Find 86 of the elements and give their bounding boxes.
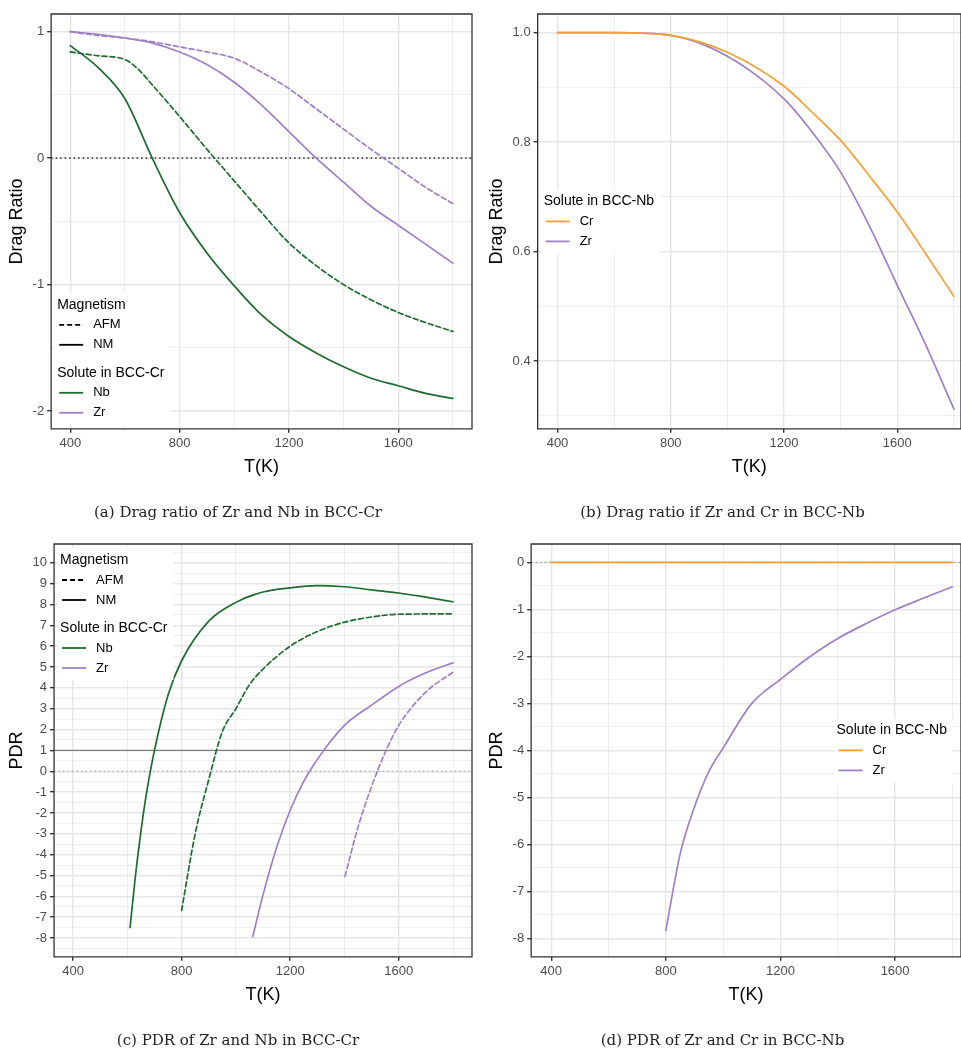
y-tick-label: 0.6 [512, 243, 531, 259]
line-series [180, 612, 454, 912]
x-tick-label: 400 [540, 963, 563, 979]
y-tick-label: 9 [39, 575, 48, 591]
y-tick-label: -6 [512, 836, 525, 852]
x-tick-label: 1600 [882, 435, 912, 451]
legend-label: Nb [93, 384, 110, 400]
y-tick-label: 10 [32, 554, 48, 570]
y-tick-label: -2 [512, 647, 525, 663]
line-series [664, 585, 954, 932]
legend-label: Zr [93, 404, 107, 420]
y-tick-label: 8 [39, 596, 48, 612]
x-axis-title: T(K) [244, 456, 280, 477]
y-tick-label: -3 [35, 825, 48, 841]
x-tick-label: 1200 [274, 435, 304, 451]
legend-title: Solute in BCC-Cr [57, 363, 165, 380]
y-tick-label: 2 [39, 721, 48, 737]
y-tick-label: 0 [36, 149, 45, 165]
y-tick-label: 1 [39, 741, 48, 757]
legend-label: Cr [872, 741, 887, 757]
x-tick-label: 400 [62, 963, 84, 979]
annotation: NM [93, 336, 114, 352]
y-tick-label: -1 [512, 600, 525, 616]
x-tick-label: 800 [168, 435, 191, 451]
y-tick-label: -5 [512, 788, 525, 804]
y-axis-title: Drag Ratio [5, 178, 26, 265]
annotation: NM [96, 591, 117, 607]
y-tick-label: -2 [35, 804, 48, 820]
y-tick-label: -2 [32, 402, 45, 418]
text: (c) PDR of Zr and Nb in BCC-Cr [116, 1030, 361, 1049]
x-axis-title: T(K) [728, 984, 764, 1005]
y-tick-label: -6 [35, 887, 48, 903]
y-tick-label: 7 [39, 616, 48, 632]
x-axis-title: T(K) [245, 984, 281, 1005]
legend-label: Zr [579, 232, 593, 248]
legend-label: Cr [579, 212, 595, 228]
y-tick-label: 6 [39, 637, 48, 653]
text: (d) PDR of Zr and Cr in BCC-Nb [600, 1030, 845, 1049]
x-tick-label: 1600 [383, 435, 413, 451]
y-axis-title: Drag Ratio [485, 178, 506, 265]
text: (b) Drag ratio if Zr and Cr in BCC-Nb [580, 502, 865, 521]
x-tick-label: 800 [654, 963, 677, 979]
legend-label: Zr [96, 659, 109, 675]
y-tick-label: -3 [512, 694, 525, 710]
x-tick-label: 800 [170, 963, 193, 979]
y-tick-label: -4 [35, 846, 48, 862]
text: (a) Drag ratio of Zr and Nb in BCC-Cr [93, 502, 383, 521]
legend-title: Solute in BCC-Nb [836, 721, 948, 738]
y-tick-label: 5 [39, 658, 48, 674]
y-tick-label: 3 [39, 700, 48, 716]
y-tick-label: -7 [35, 908, 48, 924]
y-tick-label: 0 [516, 553, 525, 569]
y-tick-label: -8 [512, 930, 525, 946]
x-tick-label: 400 [546, 435, 569, 451]
y-tick-label: -8 [35, 929, 48, 945]
y-tick-label: 1 [36, 23, 45, 39]
y-tick-label: 4 [39, 679, 48, 695]
x-axis-title: T(K) [731, 456, 767, 477]
annotation: AFM [96, 571, 124, 587]
legend-title: Solute in BCC-Cr [60, 618, 168, 635]
x-tick-label: 1200 [769, 435, 799, 451]
y-axis-title: PDR [485, 731, 506, 770]
y-tick-label: -7 [512, 883, 525, 899]
x-tick-label: 1200 [766, 963, 795, 979]
line-series [344, 671, 454, 878]
x-tick-label: 1600 [880, 963, 910, 979]
y-tick-label: -1 [35, 783, 48, 799]
legend-label: Nb [96, 639, 113, 655]
x-tick-label: 1200 [275, 963, 305, 979]
y-tick-label: 0.4 [512, 352, 531, 368]
y-axis-title: PDR [5, 731, 26, 770]
y-tick-label: 0 [39, 762, 48, 778]
legend-title: Solute in BCC-Nb [543, 192, 655, 209]
x-tick-label: 800 [659, 435, 682, 451]
annotation: Magnetism [57, 295, 126, 312]
legend-label: Zr [872, 761, 886, 777]
x-tick-label: 1600 [384, 963, 414, 979]
y-tick-label: -5 [35, 867, 48, 883]
y-tick-label: 0.8 [512, 133, 531, 149]
annotation: Magnetism [60, 550, 129, 567]
y-tick-label: -4 [512, 741, 525, 757]
y-tick-label: 1.0 [512, 24, 531, 40]
x-tick-label: 400 [59, 435, 82, 451]
annotation: AFM [93, 316, 121, 332]
line-series [251, 661, 454, 938]
y-tick-label: -1 [32, 276, 45, 292]
